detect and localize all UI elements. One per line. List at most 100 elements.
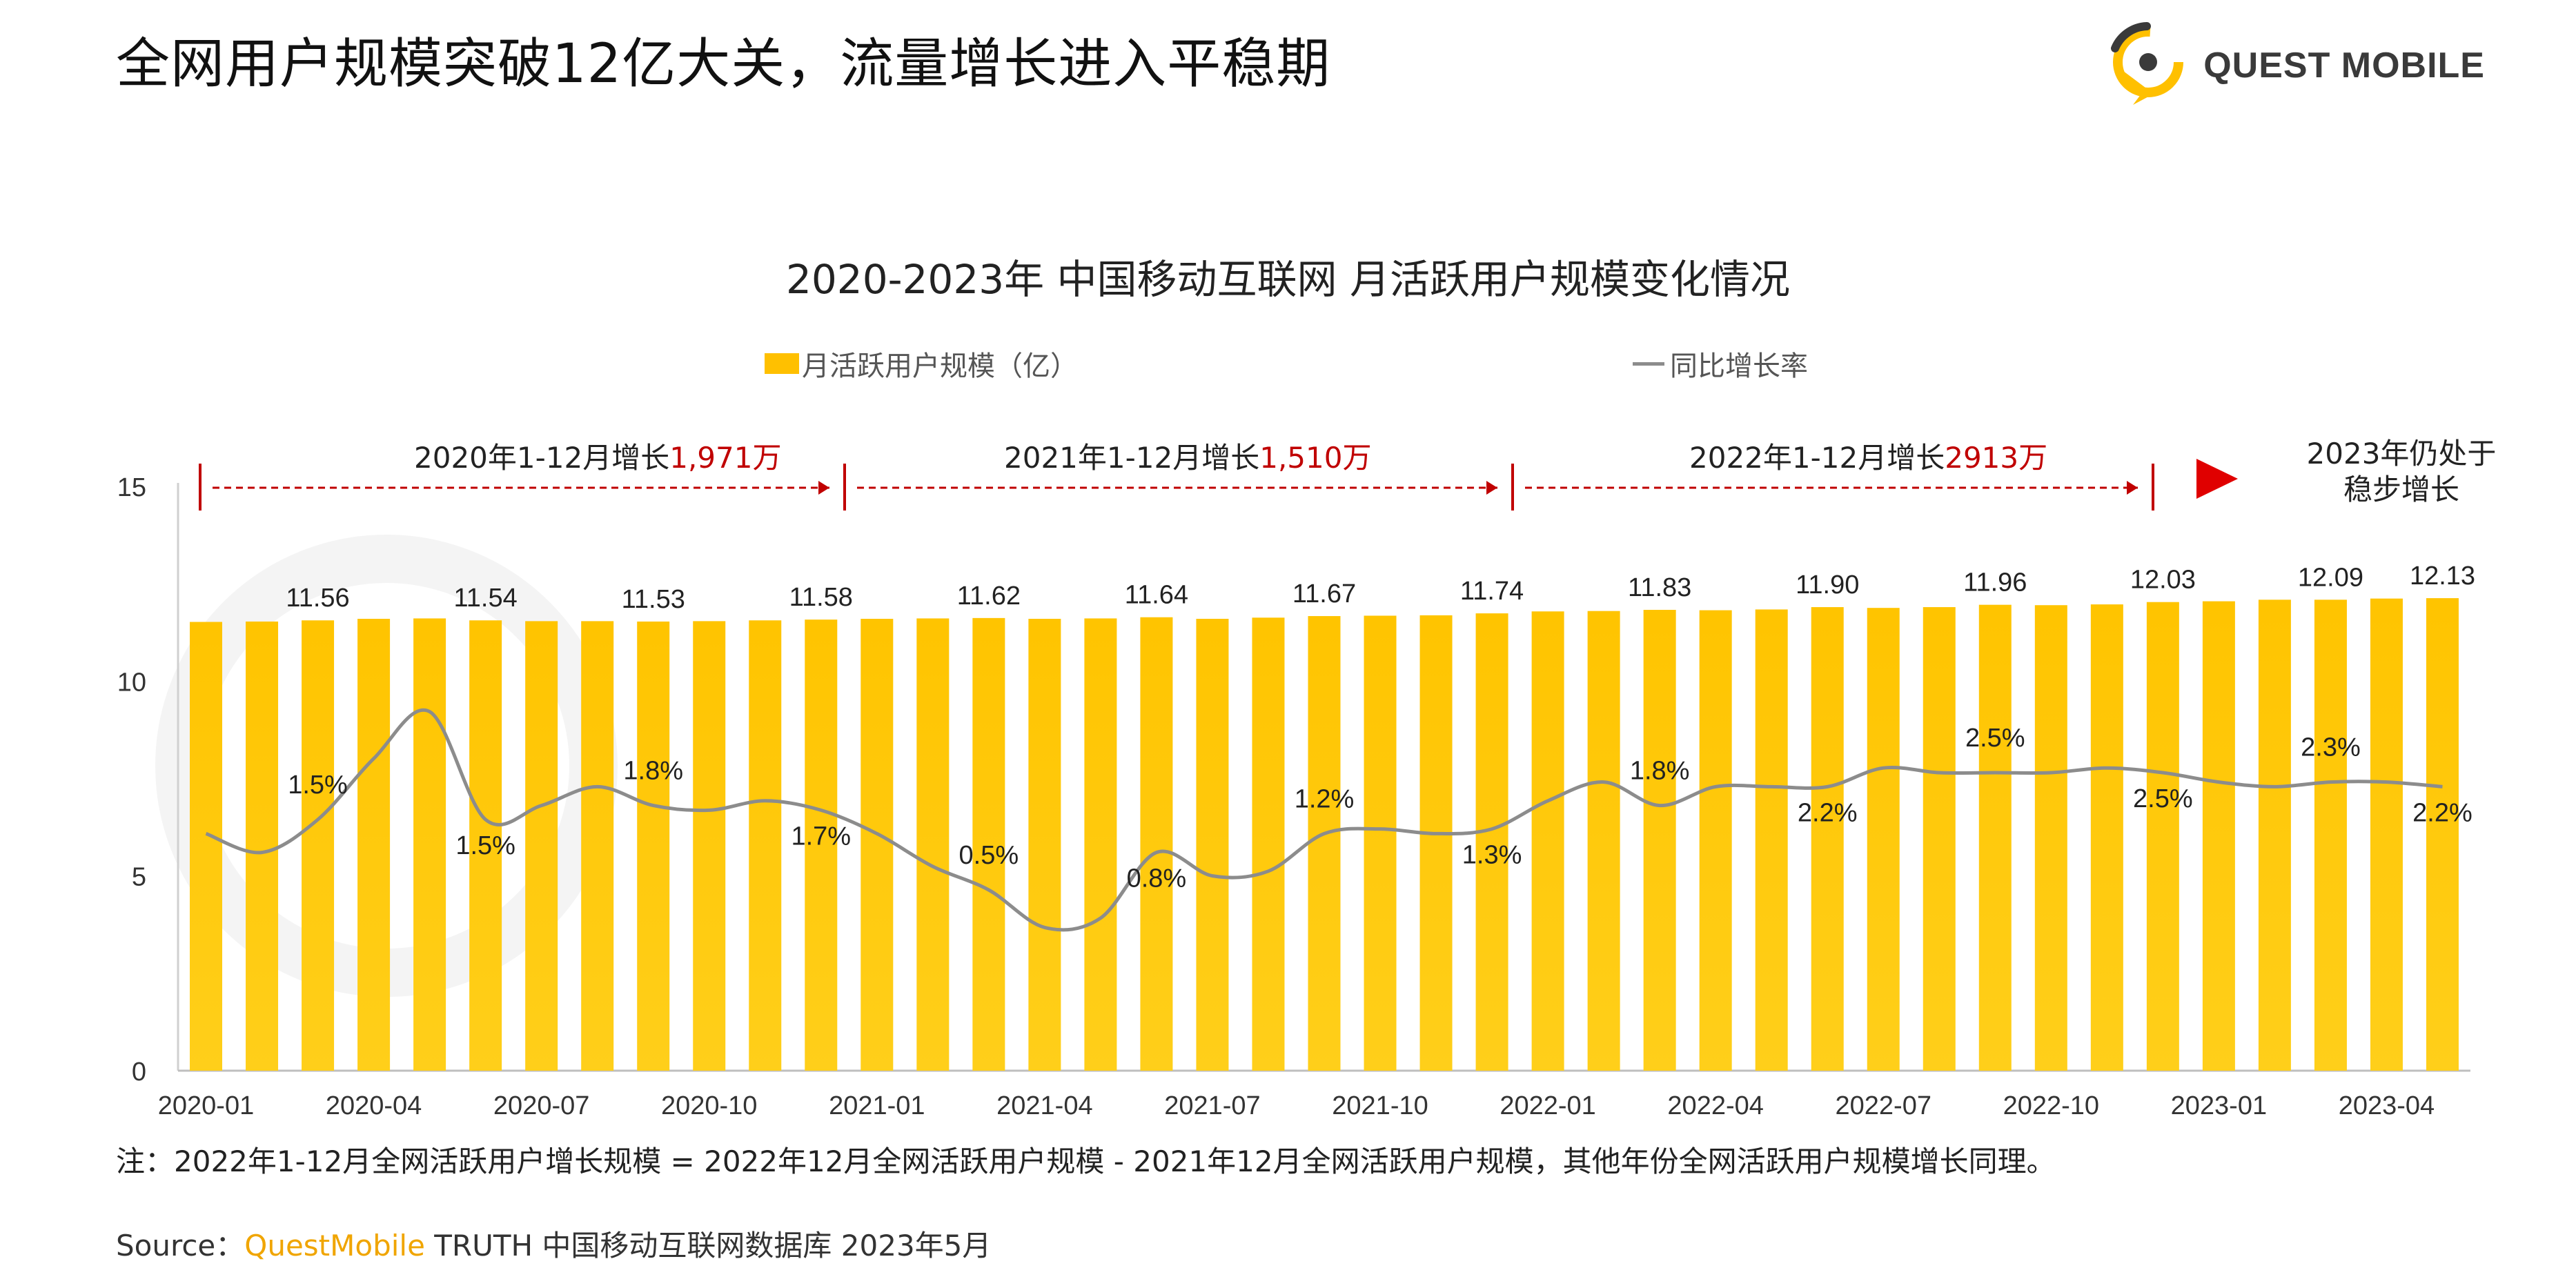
future-arrow-icon xyxy=(2196,459,2238,499)
bar-value-label: 11.64 xyxy=(1125,581,1188,610)
source-prefix: Source： xyxy=(116,1229,245,1262)
bar xyxy=(1364,615,1397,1071)
bar xyxy=(1252,617,1285,1071)
questmobile-logo-icon xyxy=(2111,22,2184,105)
bar xyxy=(2426,598,2459,1071)
legend-line-label: 同比增长率 xyxy=(1670,350,1808,382)
x-tick-label: 2020-10 xyxy=(661,1091,757,1120)
source-brand: QuestMobile xyxy=(244,1229,425,1262)
y-tick-label: 5 xyxy=(132,863,146,892)
period-annotation-2022: 2022年1-12月增长2913万 xyxy=(1689,435,2047,477)
page-title: 全网用户规模突破12亿大关，流量增长进入平稳期 xyxy=(116,33,1331,95)
bar xyxy=(1531,611,1564,1071)
bar xyxy=(469,620,502,1071)
growth-rate-label: 0.5% xyxy=(959,841,1019,870)
future-note-line2: 稳步增长 xyxy=(2343,473,2459,506)
growth-rate-label: 2.5% xyxy=(1965,724,2025,753)
chart-canvas: 0 5 10 15 2020-01 2020-04 2020-07 2020-10 2021-0… xyxy=(117,459,2475,1120)
bar xyxy=(357,618,391,1071)
bar xyxy=(693,621,726,1071)
bar xyxy=(190,622,223,1071)
bar xyxy=(1587,611,1620,1071)
brand-logo: QUEST MOBILE xyxy=(2105,21,2485,110)
bar-value-label: 11.62 xyxy=(957,582,1021,611)
y-tick-label: 10 xyxy=(117,668,146,697)
growth-rate-label: 1.3% xyxy=(1462,841,1522,870)
period-annotation-2020: 2020年1-12月增长1,971万 xyxy=(414,435,781,477)
growth-rate-label: 1.8% xyxy=(623,757,683,786)
legend-bar-label: 月活跃用户规模（亿） xyxy=(802,350,1078,382)
legend-line: 同比增长率 xyxy=(1633,344,1808,384)
period-annotation-prefix: 2021年1-12月增长 xyxy=(1004,441,1260,475)
footnote: 注：2022年1-12月全网活跃用户增长规模 = 2022年12月全网活跃用户规… xyxy=(116,1145,2056,1178)
growth-rate-label: 1.8% xyxy=(1630,757,1690,786)
period-annotation-value: 1,510万 xyxy=(1259,441,1372,475)
bar-value-label: 11.53 xyxy=(622,585,685,614)
bar xyxy=(2258,600,2291,1071)
future-note-line1: 2023年仍处于 xyxy=(2306,437,2497,470)
period-annotation-prefix: 2020年1-12月增长 xyxy=(414,441,670,475)
legend-bar: 月活跃用户规模（亿） xyxy=(765,344,1078,384)
bar xyxy=(1643,609,1676,1071)
bar-value-label: 11.56 xyxy=(286,584,349,613)
bar xyxy=(2146,602,2179,1071)
bar xyxy=(1196,618,1229,1071)
bar xyxy=(637,621,670,1071)
x-tick-label: 2021-10 xyxy=(1332,1091,1428,1120)
period-annotation-value: 1,971万 xyxy=(669,441,782,475)
bar-value-label: 11.96 xyxy=(1963,568,2027,597)
bar xyxy=(1084,618,1117,1071)
future-note: 2023年仍处于 稳步增长 xyxy=(2257,436,2546,508)
period-arrow-head xyxy=(2127,481,2138,495)
bar xyxy=(1867,608,1900,1071)
chart-title: 2020-2023年 中国移动互联网 月活跃用户规模变化情况 xyxy=(785,256,1790,303)
bar-value-label: 11.54 xyxy=(453,584,517,613)
bar xyxy=(1978,604,2012,1071)
period-arrow-head xyxy=(818,481,829,495)
growth-rate-label: 2.2% xyxy=(1798,798,1858,827)
bar xyxy=(2202,601,2235,1071)
bar xyxy=(581,621,614,1071)
bar xyxy=(1811,607,1844,1071)
bar xyxy=(525,621,558,1071)
period-arrow-head xyxy=(1486,481,1497,495)
bar xyxy=(2370,598,2403,1071)
y-tick-label: 15 xyxy=(117,473,146,502)
brand-name: QUEST MOBILE xyxy=(2203,46,2485,86)
bar xyxy=(1923,607,1956,1071)
x-tick-label: 2021-04 xyxy=(996,1091,1092,1120)
bar xyxy=(246,621,279,1071)
bar-value-label: 11.67 xyxy=(1292,579,1356,608)
bar xyxy=(302,620,335,1071)
bar xyxy=(2034,605,2067,1071)
bar-value-label: 11.90 xyxy=(1796,571,1859,600)
bar xyxy=(1419,615,1453,1071)
growth-rate-label: 1.2% xyxy=(1295,784,1355,813)
growth-rate-line xyxy=(205,708,2443,932)
x-tick-label: 2021-07 xyxy=(1164,1091,1260,1120)
y-tick-label: 0 xyxy=(132,1058,146,1087)
bar xyxy=(2314,600,2347,1071)
bar xyxy=(916,618,950,1071)
period-annotation-value: 2913万 xyxy=(1945,441,2048,475)
bar xyxy=(1028,618,1061,1071)
growth-rate-label: 1.5% xyxy=(288,771,348,800)
source-line: Source：QuestMobile TRUTH 中国移动互联网数据库 2023… xyxy=(116,1222,991,1265)
period-annotation-2021: 2021年1-12月增长1,510万 xyxy=(1004,435,1371,477)
growth-rate-label: 0.8% xyxy=(1127,864,1187,893)
bar-value-label: 11.58 xyxy=(789,583,853,612)
x-tick-label: 2020-04 xyxy=(326,1091,422,1120)
x-tick-label: 2020-01 xyxy=(158,1091,254,1120)
bar xyxy=(1475,613,1508,1071)
x-tick-label: 2023-01 xyxy=(2171,1091,2267,1120)
x-tick-label: 2022-07 xyxy=(1836,1091,1931,1120)
bar-value-label: 12.09 xyxy=(2298,563,2363,592)
bar xyxy=(805,620,838,1071)
bar xyxy=(972,617,1005,1071)
bar-value-label: 11.83 xyxy=(1628,573,1691,602)
x-tick-label: 2022-10 xyxy=(2003,1091,2099,1120)
growth-rate-label: 2.5% xyxy=(2133,784,2193,813)
bar xyxy=(1755,609,1788,1071)
bar xyxy=(2090,604,2123,1071)
x-tick-label: 2020-07 xyxy=(493,1091,589,1120)
